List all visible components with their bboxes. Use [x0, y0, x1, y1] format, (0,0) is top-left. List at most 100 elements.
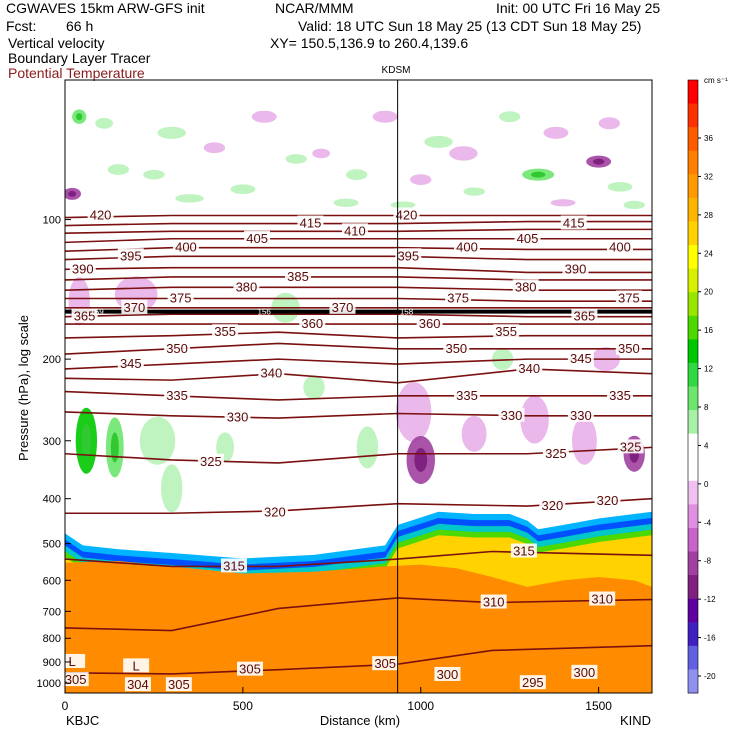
theta-label: 345 — [570, 351, 592, 366]
theta-label-bg — [212, 324, 239, 339]
theta-label: 304 — [127, 677, 149, 692]
colorbar-swatch — [688, 339, 698, 364]
theta-label: 350 — [618, 341, 640, 356]
theta-label: 375 — [618, 290, 640, 305]
theta-label-bg — [65, 672, 89, 687]
vertical-velocity-core — [593, 158, 605, 165]
colorbar-swatch — [688, 527, 698, 553]
theta-label-bg — [172, 239, 199, 254]
theta-label: 300 — [437, 667, 459, 682]
theta-label-bg — [434, 666, 461, 681]
theta-label: 395 — [397, 248, 419, 263]
theta-label-bg — [454, 239, 481, 254]
theta-label-bg — [542, 445, 569, 460]
colorbar-swatch — [688, 127, 698, 152]
theta-contour-345 — [65, 358, 652, 370]
theta-label-bg — [571, 664, 598, 679]
valid-time: Valid: 18 UTC Sun 18 May 25 (13 CDT Sun … — [298, 18, 642, 34]
colorbar-swatch — [688, 386, 698, 411]
theta-label: 420 — [396, 207, 418, 222]
vertical-velocity-core — [68, 190, 77, 197]
vertical-velocity-cell — [449, 146, 478, 161]
plot-area: 420 420 415 415 410 405 405 400 400 400 395 395 390 3… — [65, 80, 652, 693]
colorbar-label: -8 — [704, 557, 712, 566]
theta-label-bg — [395, 248, 422, 263]
theta-label: 325 — [620, 439, 642, 454]
model-title: CGWAVES 15km ARW-GFS init — [6, 0, 205, 16]
theta-label-bg — [443, 340, 470, 355]
colorbar-swatch — [688, 315, 698, 340]
vertical-velocity-core — [76, 113, 83, 121]
theta-label: 415 — [563, 216, 585, 231]
theta-label-bg — [124, 677, 151, 692]
theta-label: 385 — [287, 269, 309, 284]
theta-label-bg — [445, 290, 472, 305]
vertical-velocity-core — [81, 424, 92, 458]
y-tick-label: 500 — [43, 539, 61, 551]
theta-label: 370 — [124, 300, 146, 315]
theta-label: 320 — [264, 504, 286, 519]
colorbar-label: -4 — [704, 518, 712, 527]
forecast-hour: 66 h — [66, 18, 94, 34]
theta-label-bg — [416, 316, 443, 331]
theta-label-bg — [567, 351, 594, 366]
vertical-velocity-cell — [312, 148, 331, 159]
vertical-velocity-cell — [395, 381, 432, 442]
theta-label-bg — [244, 230, 271, 245]
theta-label: 330 — [570, 408, 592, 423]
y-tick-label: 200 — [43, 354, 61, 366]
colorbar-label: 8 — [704, 403, 709, 412]
theta-label: 355 — [214, 324, 236, 339]
theta-label-bg — [261, 504, 288, 519]
y-tick-label: 700 — [43, 606, 61, 618]
theta-label-bg — [297, 215, 324, 230]
theta-label-bg — [165, 677, 192, 692]
vertical-velocity-cell — [346, 169, 368, 181]
theta-label-bg — [167, 290, 194, 305]
theta-label: 315 — [223, 558, 245, 573]
theta-label: 405 — [517, 231, 539, 246]
theta-label-bg — [299, 316, 326, 331]
field-potential-temperature: Potential Temperature — [8, 65, 145, 81]
vertical-velocity-cell — [333, 198, 359, 207]
theta-label-bg — [514, 230, 541, 245]
theta-label: 405 — [246, 231, 268, 246]
theta-label: 340 — [518, 361, 540, 376]
theta-label: 325 — [545, 446, 567, 461]
theta-label: 380 — [236, 279, 258, 294]
vertical-velocity-cell — [461, 415, 487, 452]
vertical-velocity-cell — [230, 184, 256, 194]
colorbar-swatch — [688, 150, 698, 175]
theta-label-bg — [512, 279, 539, 294]
vertical-velocity-cell — [143, 169, 165, 180]
start-station-label: KBJC — [66, 713, 99, 728]
vertical-velocity-cell — [95, 117, 114, 129]
theta-label-bg — [560, 215, 587, 230]
colorbar-swatch — [688, 598, 698, 623]
theta-label-bg — [87, 207, 114, 222]
x-tick-label: 1000 — [407, 699, 434, 713]
theta-label-bg — [539, 498, 566, 513]
theta-contour-340 — [65, 368, 652, 384]
vertical-velocity-cell — [285, 154, 307, 164]
theta-label: 375 — [170, 290, 192, 305]
colorbar-swatch — [688, 245, 698, 270]
colorbar-label: 16 — [704, 326, 713, 335]
colorbar-swatch — [688, 669, 698, 694]
x-tick-label: 500 — [233, 699, 253, 713]
theta-contour-380 — [65, 286, 652, 291]
theta-label-bg — [117, 248, 144, 263]
theta-label: 390 — [565, 261, 587, 276]
theta-label-bg — [510, 543, 537, 558]
theta-label: 375 — [447, 290, 469, 305]
theta-label: 330 — [501, 408, 523, 423]
theta-label: 350 — [166, 341, 188, 356]
boundary-layer-core — [65, 560, 652, 693]
theta-label: 320 — [597, 493, 619, 508]
theta-label: 325 — [200, 454, 222, 469]
theta-label: L — [68, 654, 75, 669]
theta-label-bg — [236, 661, 263, 676]
colorbar-swatch — [688, 292, 698, 317]
vertical-velocity-cell — [491, 348, 514, 370]
tropopause-label: 159 — [90, 308, 104, 317]
